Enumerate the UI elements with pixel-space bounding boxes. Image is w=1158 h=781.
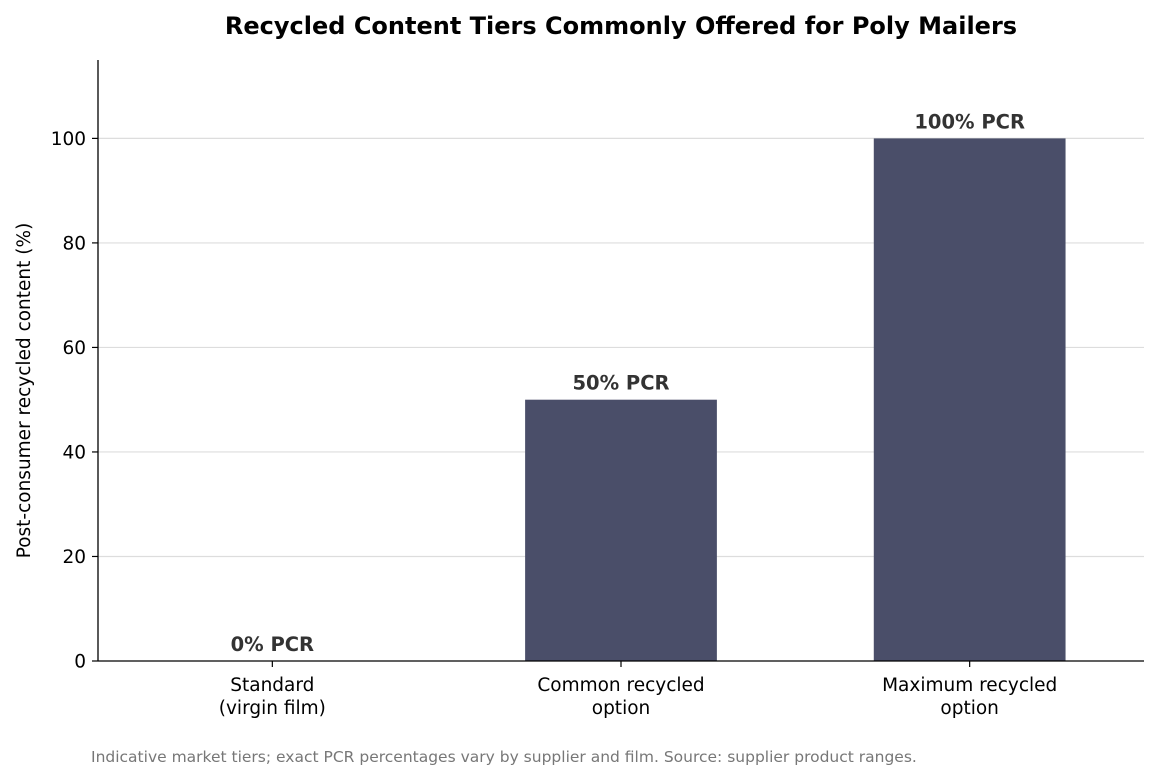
bar-value-label: 0% PCR [231,633,315,656]
y-ticks: 0 20 40 60 80 100 [51,129,98,673]
y-tick-label: 40 [62,442,86,463]
bar-value-label: 50% PCR [572,372,669,395]
x-ticks: Standard (virgin film) Common recycled opti… [219,661,1057,719]
bar-value-labels: 0% PCR 50% PCR 100% PCR [231,110,1025,656]
y-axis-label: Post-consumer recycled content (%) [14,223,35,559]
y-tick-label: 100 [51,129,86,150]
footnote: Indicative market tiers; exact PCR perce… [91,748,917,766]
y-tick-label: 60 [62,338,86,359]
bars [525,138,1066,662]
y-tick-label: 80 [62,233,86,254]
bar [873,138,1066,662]
x-tick-label: Standard (virgin film) [219,675,326,719]
bar-value-label: 100% PCR [914,110,1025,133]
bar [525,399,717,661]
y-tick-label: 0 [74,652,86,673]
chart-title: Recycled Content Tiers Commonly Offered … [225,12,1017,40]
x-tick-label: Common recycled option [537,675,704,719]
y-tick-label: 20 [62,547,86,568]
x-tick-label: Maximum recycled option [882,675,1057,719]
